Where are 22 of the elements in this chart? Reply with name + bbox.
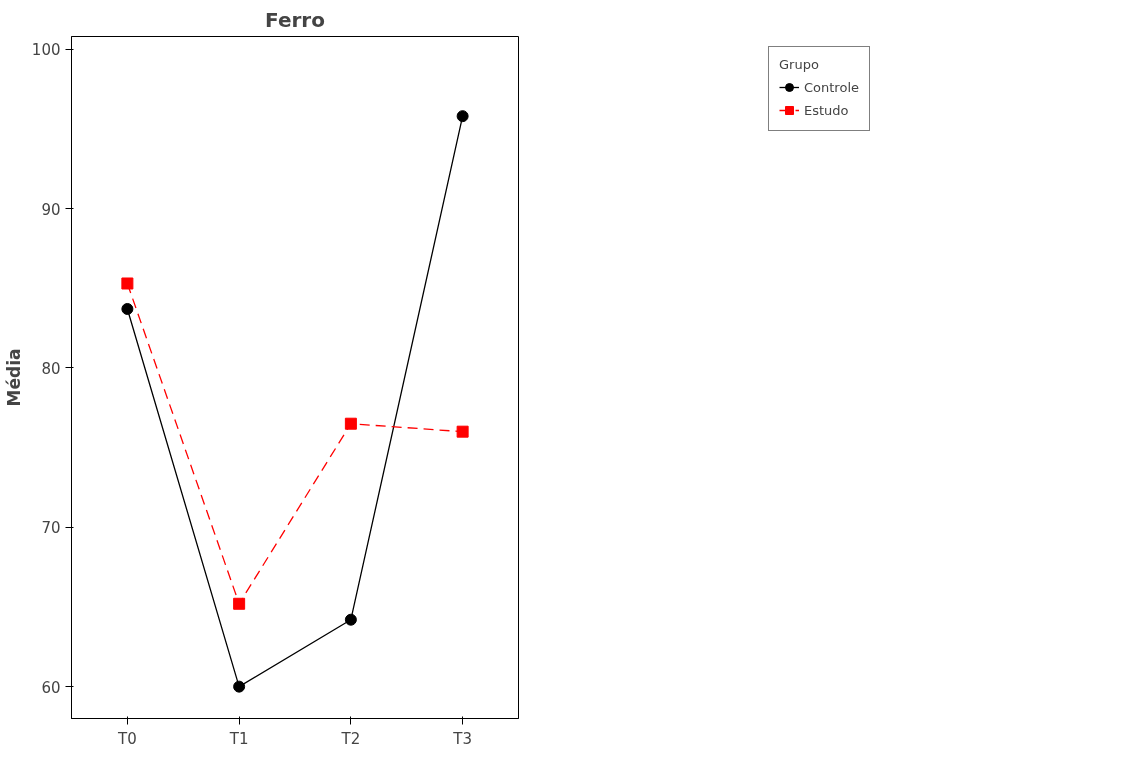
y-axis-title: Média (3, 348, 24, 407)
point (121, 277, 134, 290)
legend-label: Estudo (804, 102, 849, 118)
legend-label: Controle (804, 79, 859, 95)
legend-title: Grupo (779, 57, 820, 72)
chart-title: Ferro (265, 7, 325, 32)
y-tick-label: 100 (31, 41, 61, 60)
point (344, 613, 357, 626)
y-tick-label: 80 (41, 359, 61, 378)
x-tick-label: T1 (228, 729, 249, 748)
y-tick-label: 70 (41, 519, 61, 538)
point (456, 110, 469, 123)
y-tick-label: 90 (41, 200, 61, 219)
point (233, 597, 246, 610)
point (233, 680, 246, 693)
point (121, 302, 134, 315)
x-tick-label: T3 (452, 729, 472, 748)
x-tick-label: T0 (117, 729, 137, 748)
point (344, 417, 357, 430)
x-tick-label: T2 (340, 729, 361, 748)
y-tick-label: 60 (41, 678, 61, 697)
point (456, 425, 469, 438)
